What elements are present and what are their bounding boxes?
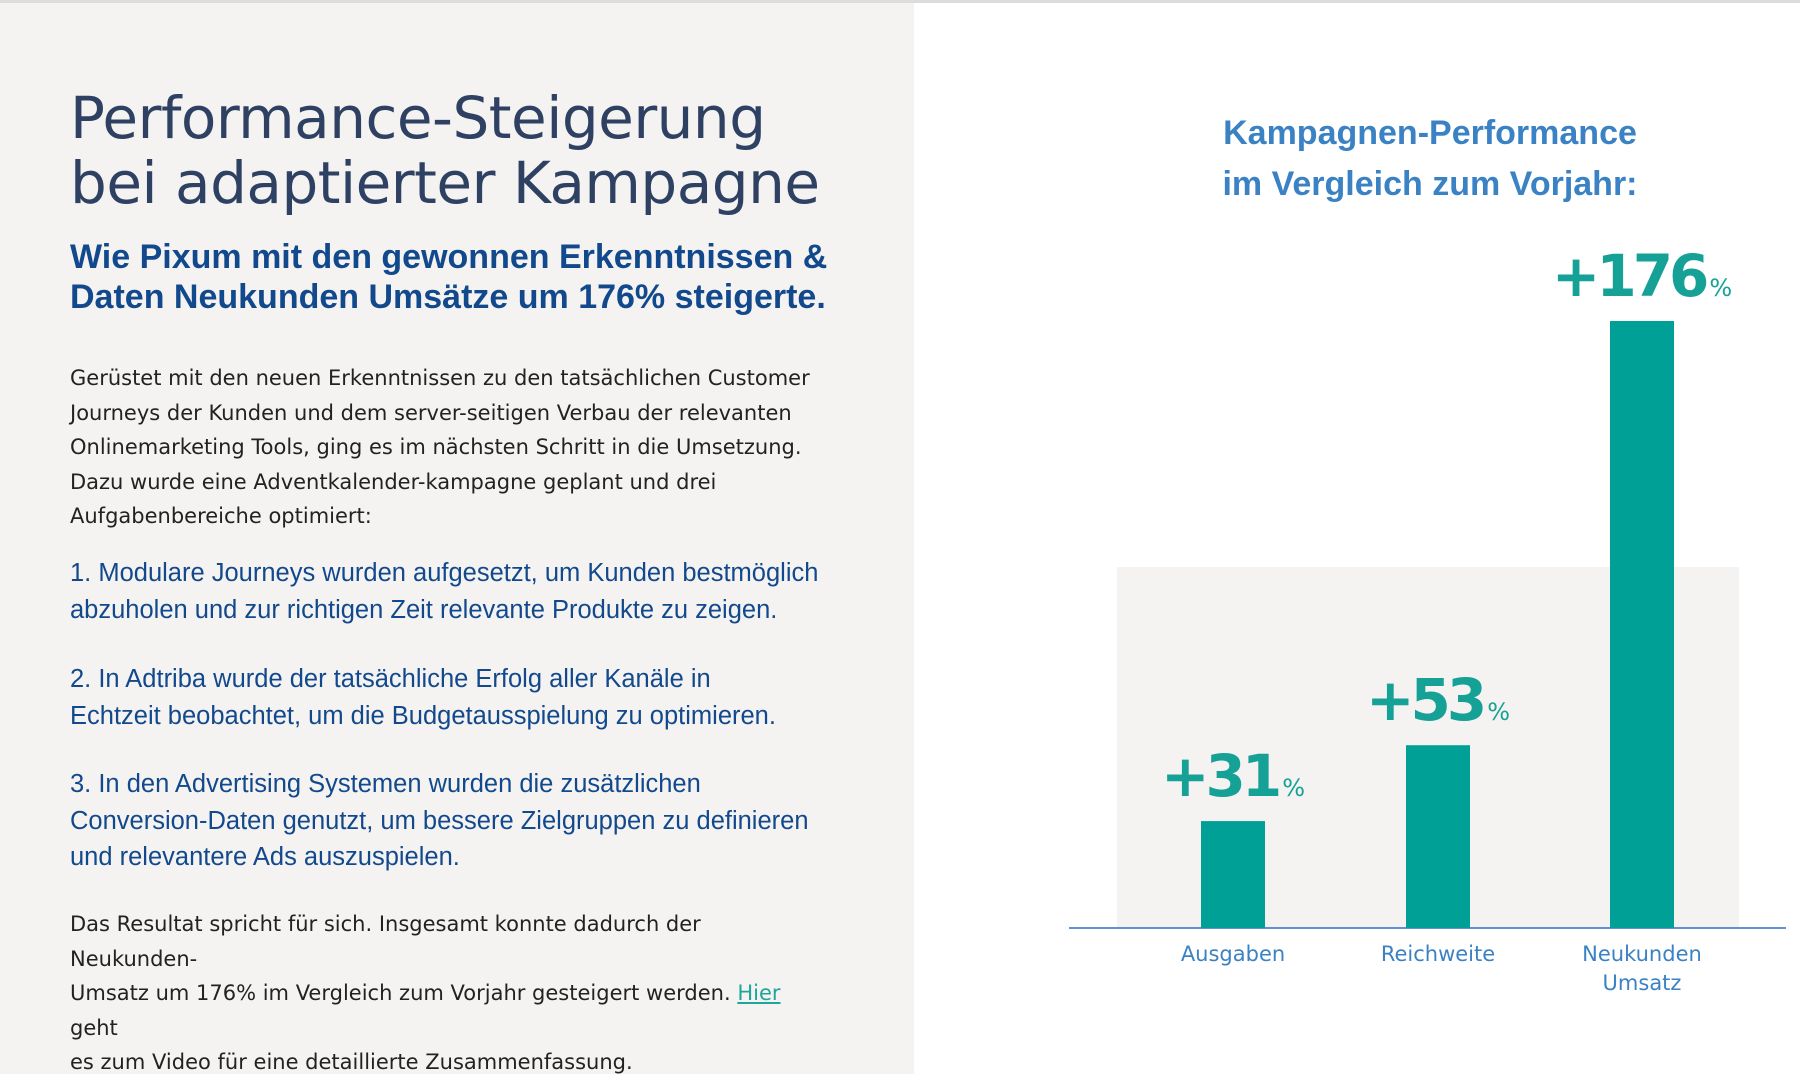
chart-title-line-2: im Vergleich zum Vorjahr:: [1222, 165, 1638, 203]
step-1: 1. Modulare Journeys wurden aufgesetzt, …: [70, 555, 850, 628]
step-line: 1. Modulare Journeys wurden aufgesetzt, …: [70, 559, 819, 587]
step-line: Conversion-Daten genutzt, um bessere Zie…: [70, 806, 809, 835]
step-3: 3. In den Advertising Systemen wurden di…: [70, 766, 850, 876]
page-subtitle: Wie Pixum mit den gewonnen Erkenntnissen…: [70, 237, 870, 317]
title-line-2: bei adaptierter Kampagne: [70, 149, 820, 217]
top-border-line: [0, 0, 1800, 3]
subtitle-line-2: Daten Neukunden Umsätze um 176% steigert…: [70, 278, 826, 316]
result-paragraph: Das Resultat spricht für sich. Insgesamt…: [70, 907, 830, 1080]
chart-title-line-1: Kampagnen-Performance: [1223, 114, 1637, 152]
video-link[interactable]: Hier: [737, 981, 781, 1005]
title-line-1: Performance-Steigerung: [70, 84, 766, 152]
result-line-3: es zum Video für eine detaillierte Zusam…: [70, 1050, 633, 1074]
chart-title: Kampagnen-Performance im Vergleich zum V…: [1120, 108, 1740, 210]
step-line: 3. In den Advertising Systemen wurden di…: [70, 770, 701, 798]
step-line: und relevantere Ads auszuspielen.: [70, 843, 460, 871]
value-label: +31%: [1161, 742, 1305, 810]
result-line-2-start: Umsatz um 176% im Vergleich zum Vorjahr …: [70, 981, 738, 1005]
intro-line: Gerüstet mit den neuen Erkenntnissen zu …: [70, 366, 810, 390]
intro-line: Dazu wurde eine Adventkalender-kampagne …: [70, 469, 717, 494]
category-label: Ausgaben: [1181, 942, 1285, 966]
result-line-2-end: geht: [70, 1015, 118, 1040]
result-line-1: Das Resultat spricht für sich. Insgesamt…: [70, 912, 701, 971]
value-label: +53%: [1366, 666, 1510, 734]
text-panel: [0, 3, 914, 1074]
intro-line: Journeys der Kunden und dem server-seiti…: [70, 400, 792, 425]
category-label: Neukunden: [1582, 942, 1702, 966]
intro-line: Aufgabenbereiche optimiert:: [70, 504, 372, 528]
bar: [1610, 321, 1674, 928]
step-line: abzuholen und zur richtigen Zeit relevan…: [70, 595, 778, 624]
subtitle-line-1: Wie Pixum mit den gewonnen Erkenntnissen…: [70, 238, 828, 276]
category-label: Umsatz: [1603, 971, 1682, 995]
category-label: Reichweite: [1381, 942, 1495, 966]
bar: [1406, 745, 1470, 928]
step-2: 2. In Adtriba wurde der tatsächliche Erf…: [70, 661, 850, 734]
intro-paragraph: Gerüstet mit den neuen Erkenntnissen zu …: [70, 361, 830, 534]
page-title: Performance-Steigerung bei adaptierter K…: [70, 86, 870, 216]
bar: [1201, 821, 1265, 928]
step-line: 2. In Adtriba wurde der tatsächliche Erf…: [70, 665, 711, 693]
step-line: Echtzeit beobachtet, um die Budgetausspi…: [70, 701, 776, 730]
value-label: +176%: [1552, 242, 1732, 310]
intro-line: Onlinemarketing Tools, ging es im nächst…: [70, 435, 802, 459]
